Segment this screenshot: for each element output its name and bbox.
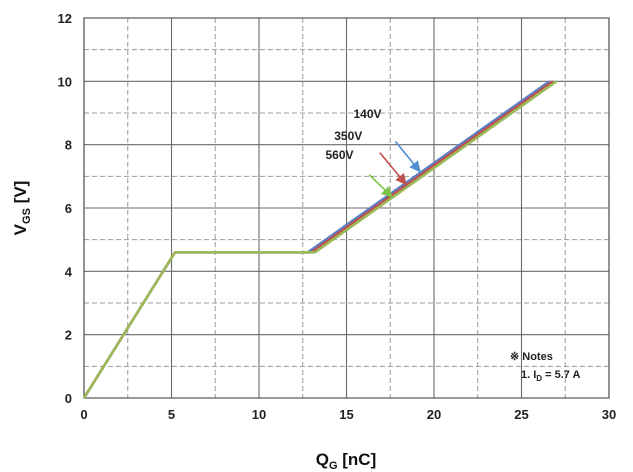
x-tick-label: 30	[602, 407, 616, 422]
grid	[83, 17, 610, 399]
x-tick-label: 25	[514, 407, 528, 422]
x-tick-label: 10	[252, 407, 266, 422]
tick-labels: 0 5 10 15 20 25 30 0 2 4 6 8 10 12	[58, 11, 617, 422]
y-tick-label: 12	[58, 11, 72, 26]
series-line-560V	[82, 80, 558, 399]
y-tick-label: 2	[65, 328, 72, 343]
y-tick-label: 8	[65, 138, 72, 153]
series-annotations: 140V 350V 560V	[326, 107, 421, 198]
series-label-350V: 350V	[334, 129, 362, 143]
notes-title: ※ Notes	[510, 351, 553, 363]
series-arrow-350V	[379, 152, 407, 186]
plot-area-border	[83, 17, 610, 399]
series-layer	[82, 80, 558, 399]
y-tick-label: 10	[58, 74, 72, 89]
y-tick-label: 4	[65, 264, 73, 279]
series-arrow-140V	[394, 140, 421, 173]
y-tick-label: 0	[65, 391, 72, 406]
series-arrow-560V	[368, 174, 393, 198]
x-axis-label: QG [nC]	[316, 450, 377, 472]
x-tick-label: 5	[168, 407, 175, 422]
series-label-560V: 560V	[326, 148, 354, 162]
x-tick-label: 20	[427, 407, 441, 422]
y-axis-label: VGS [V]	[11, 181, 33, 236]
notes-box: ※ Notes 1. ID = 5.7 A	[510, 351, 581, 383]
notes-line-1: 1. ID = 5.7 A	[521, 369, 581, 383]
y-tick-label: 6	[65, 201, 72, 216]
x-tick-label: 0	[80, 407, 87, 422]
x-tick-label: 15	[339, 407, 353, 422]
series-label-140V: 140V	[354, 107, 382, 121]
